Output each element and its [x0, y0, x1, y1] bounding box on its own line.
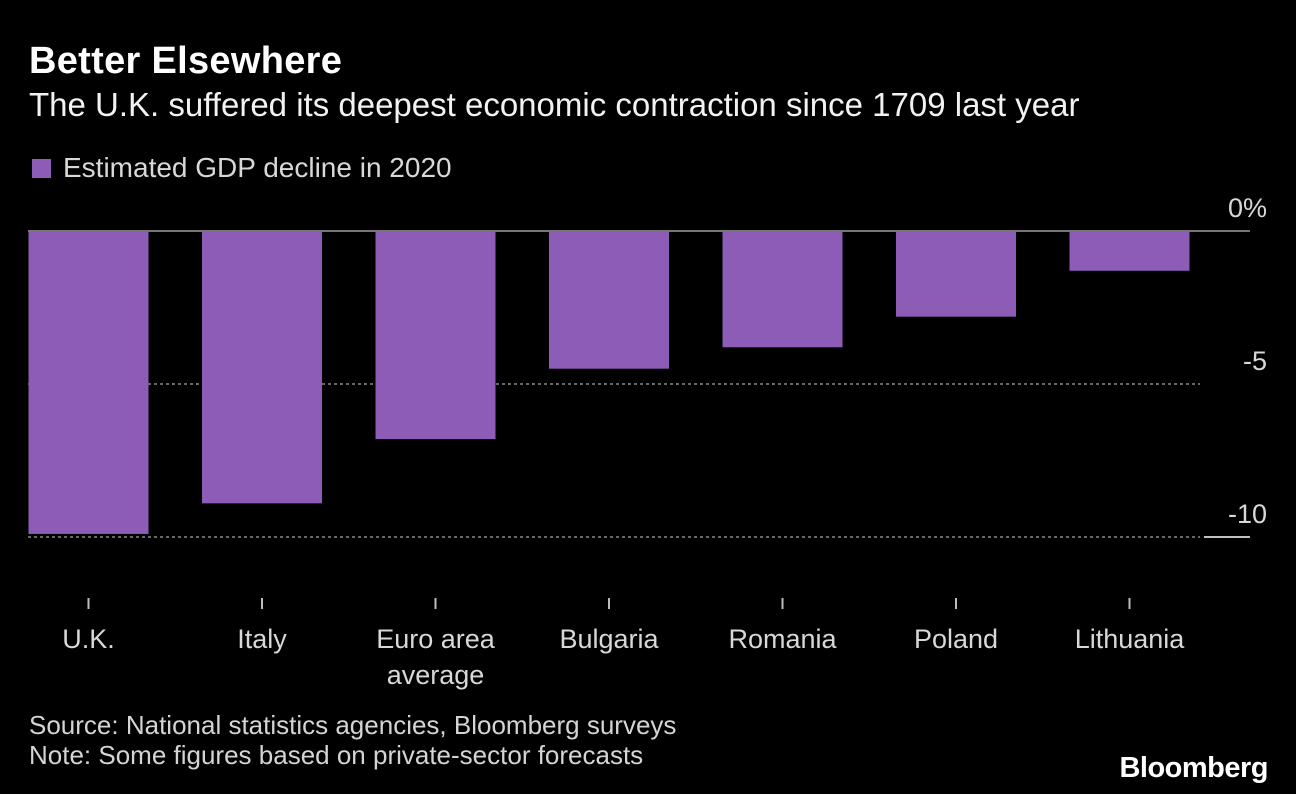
category-label: average: [387, 660, 485, 690]
category-label: Lithuania: [1075, 624, 1186, 654]
legend: Estimated GDP decline in 2020: [32, 152, 452, 184]
chart-title: Better Elsewhere: [29, 40, 343, 82]
category-label: Euro area: [376, 624, 496, 654]
category-label: Poland: [914, 624, 998, 654]
bar: [202, 231, 322, 504]
chart-subtitle: The U.K. suffered its deepest economic c…: [29, 86, 1080, 123]
y-tick-label: -10: [1228, 499, 1267, 529]
bar: [549, 231, 669, 369]
footnote: Note: Some figures based on private-sect…: [29, 740, 644, 770]
category-label: Italy: [237, 624, 287, 654]
category-label: U.K.: [62, 624, 115, 654]
bar: [28, 231, 149, 534]
bar: [1069, 231, 1190, 271]
legend-swatch: [32, 158, 51, 178]
y-tick-label: -5: [1243, 346, 1267, 376]
bar: [722, 231, 843, 348]
category-label: Bulgaria: [559, 624, 659, 654]
y-tick-label: 0%: [1228, 193, 1267, 223]
source-note: Source: National statistics agencies, Bl…: [29, 710, 677, 740]
category-label: Romania: [728, 624, 837, 654]
bar: [375, 231, 496, 440]
bar: [896, 231, 1016, 317]
bar-chart: 0% -5 -10 U.K. Italy Euro area average Bulgaria…: [28, 193, 1267, 690]
bloomberg-logo: Bloomberg: [1119, 752, 1268, 784]
legend-label: Estimated GDP decline in 2020: [63, 152, 452, 183]
